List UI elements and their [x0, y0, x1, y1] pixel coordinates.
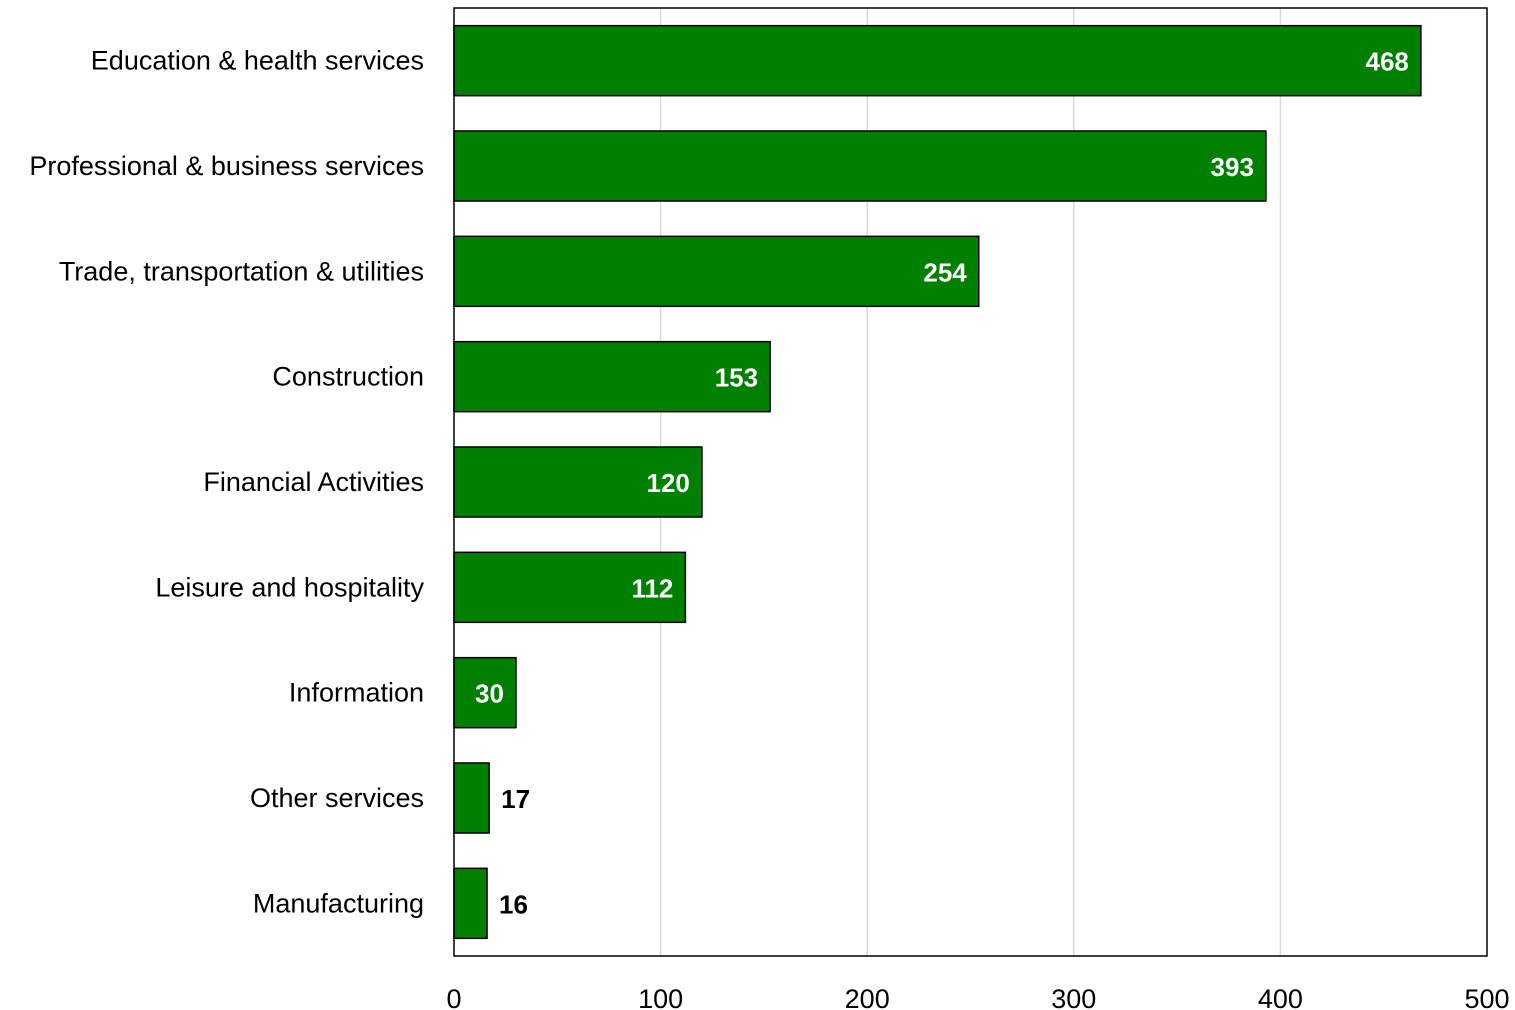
x-tick-label: 500: [1464, 984, 1509, 1010]
value-label: 153: [715, 363, 758, 393]
value-label: 16: [499, 889, 528, 919]
category-label: Trade, transportation & utilities: [59, 256, 424, 286]
bar: [453, 24, 1422, 97]
x-tick-label: 200: [845, 984, 890, 1010]
category-labels: Education & health services Professional …: [29, 46, 424, 919]
bar: [453, 867, 488, 940]
value-labels: 468 393 254 153 120 112 30 17 16: [475, 47, 1409, 920]
value-label: 30: [475, 679, 504, 709]
value-label: 120: [647, 468, 690, 498]
value-label: 17: [501, 784, 530, 814]
x-tick-label: 0: [446, 984, 461, 1010]
bar: [453, 446, 703, 518]
plot-frame: [453, 7, 1488, 957]
bar: [453, 762, 490, 834]
category-label: Leisure and hospitality: [155, 572, 424, 602]
value-label: 468: [1365, 47, 1408, 77]
category-label: Information: [289, 678, 424, 708]
category-label: Financial Activities: [203, 467, 424, 497]
bar: [453, 340, 771, 413]
category-label: Professional & business services: [29, 151, 424, 181]
x-tick-label: 300: [1051, 984, 1096, 1010]
value-label: 254: [923, 257, 967, 287]
x-tick-label: 100: [638, 984, 683, 1010]
value-label: 112: [631, 573, 673, 603]
bar: [453, 235, 980, 308]
category-label: Manufacturing: [253, 888, 424, 918]
bar: [453, 130, 1267, 202]
category-label: Other services: [250, 783, 424, 813]
category-label: Education & health services: [91, 46, 424, 76]
x-tick-label: 400: [1258, 984, 1303, 1010]
x-axis-tick-labels: 0 100 200 300 400 500: [446, 984, 1509, 1010]
category-label: Construction: [272, 362, 424, 392]
bars: [453, 24, 1422, 940]
value-label: 393: [1211, 152, 1254, 182]
bar: [453, 551, 687, 624]
